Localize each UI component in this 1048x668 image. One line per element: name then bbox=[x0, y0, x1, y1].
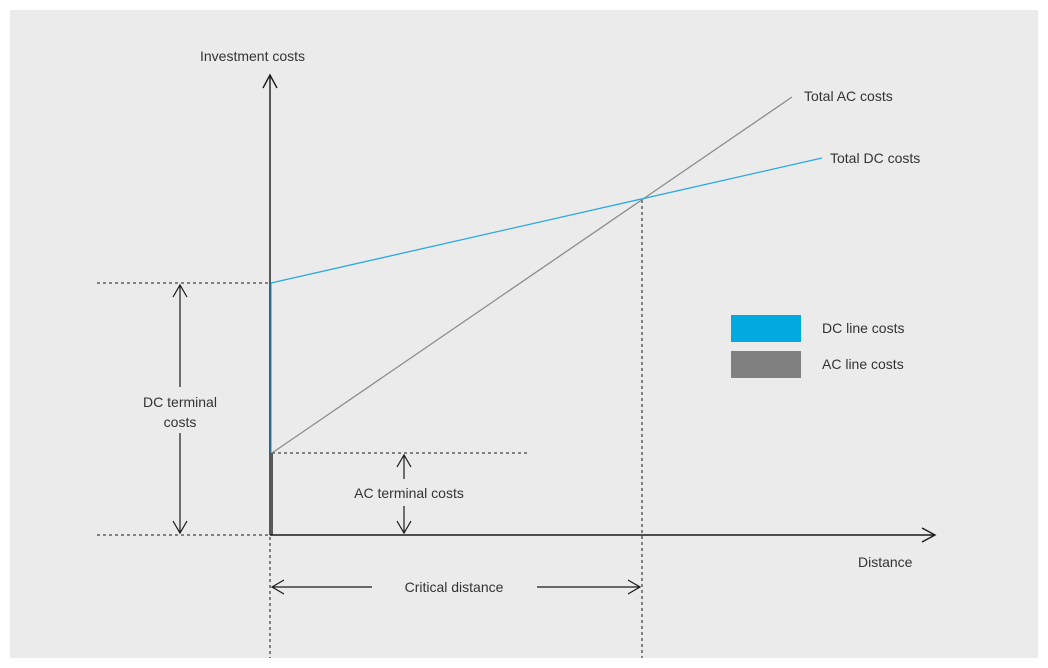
dc-terminal-arrow-top bbox=[172, 283, 188, 298]
dc-terminal-arrow-bottom bbox=[172, 520, 188, 535]
cost-distance-diagram: Investment costs Distance Total AC costs… bbox=[10, 10, 1038, 658]
legend-swatch-ac bbox=[731, 351, 801, 378]
x-axis-label: Distance bbox=[858, 554, 913, 570]
x-axis-arrowhead bbox=[921, 527, 937, 543]
ac-terminal-arrow-bottom bbox=[396, 520, 412, 535]
critical-distance-arrow-right bbox=[627, 579, 642, 595]
critical-distance-label: Critical distance bbox=[405, 579, 504, 595]
legend-label-ac: AC line costs bbox=[822, 356, 904, 372]
y-axis-label: Investment costs bbox=[200, 48, 305, 64]
critical-distance-arrow-left bbox=[270, 579, 285, 595]
ac-terminal-label: AC terminal costs bbox=[354, 485, 464, 501]
legend-label-dc: DC line costs bbox=[822, 320, 904, 336]
legend-swatch-dc bbox=[731, 315, 801, 342]
diagram-panel: Investment costs Distance Total AC costs… bbox=[10, 10, 1038, 658]
total-ac-costs-line bbox=[271, 96, 793, 454]
total-dc-costs-label: Total DC costs bbox=[830, 150, 920, 166]
dc-terminal-label-bg bbox=[130, 387, 230, 433]
ac-terminal-arrow-top bbox=[396, 453, 412, 468]
dc-terminal-label-line1: DC terminal bbox=[143, 394, 217, 410]
total-ac-costs-label: Total AC costs bbox=[804, 88, 893, 104]
diagram-background bbox=[10, 10, 1038, 658]
total-dc-costs-line bbox=[270, 157, 823, 284]
y-axis-arrowhead bbox=[262, 73, 278, 89]
dc-terminal-label-line2: costs bbox=[164, 414, 197, 430]
